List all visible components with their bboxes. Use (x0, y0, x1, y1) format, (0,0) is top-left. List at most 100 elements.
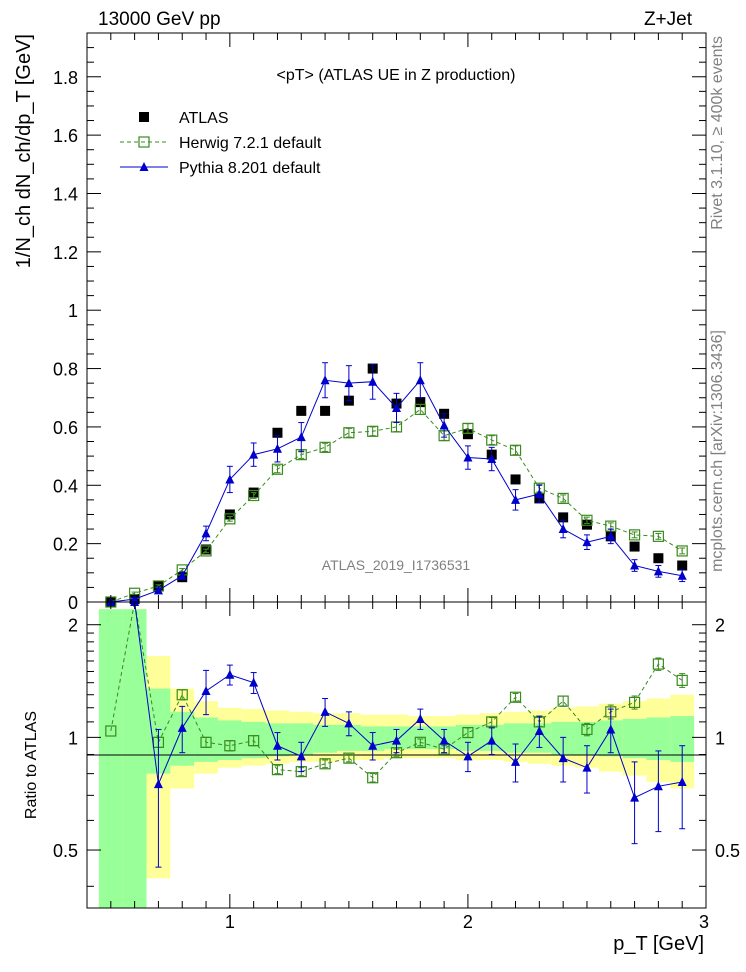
series-line (110, 408, 683, 603)
ratio-data-point (415, 713, 425, 723)
ratio-data-point (677, 776, 687, 786)
data-point (153, 585, 163, 595)
ratio-data-point (392, 735, 401, 745)
data-point (606, 531, 616, 541)
ratio-data-point (319, 758, 331, 770)
y-tick-label: 0 (68, 593, 78, 613)
ratio-data-point (606, 724, 616, 734)
data-point (653, 566, 663, 576)
main-watermark: ATLAS_2019_I1736531 (322, 557, 471, 573)
data-point (319, 441, 331, 453)
rivet-label: Rivet 3.1.10, ≥ 400k events (709, 36, 726, 230)
ratio-data-point (653, 781, 663, 791)
ratio-data-point (367, 772, 379, 784)
ratio-data-point (271, 764, 284, 776)
ratio-data-point (343, 752, 355, 764)
legend-item: ATLAS (139, 110, 229, 127)
data-point (415, 397, 426, 408)
legend-marker (138, 136, 150, 148)
ratio-band-inner (122, 609, 147, 908)
ratio-data-point (582, 762, 592, 772)
data-point (652, 530, 664, 542)
data-point (343, 427, 355, 439)
ratio-data-point (511, 756, 521, 766)
data-point (414, 403, 426, 416)
ratio-data-point (509, 691, 522, 703)
y-tick-label: 1.4 (53, 184, 78, 204)
data-point (224, 509, 235, 520)
data-point (462, 422, 474, 434)
data-point (248, 489, 260, 502)
ratio-data-point (628, 696, 641, 709)
ratio-data-point (676, 674, 688, 686)
ratio-data-point (486, 716, 498, 728)
ratio-data-point (200, 736, 212, 748)
data-point (439, 420, 449, 430)
ratio-plot-area (105, 597, 688, 868)
header-right: Z+Jet (644, 9, 693, 30)
ratio-data-point (558, 753, 568, 763)
ratio-y-tick-label-right: 1 (715, 728, 725, 748)
data-point (581, 519, 592, 530)
data-point (677, 570, 687, 580)
ratio-band-inner (646, 717, 671, 761)
ratio-data-point (225, 669, 235, 679)
legend-item: Pythia 8.201 default (120, 160, 321, 177)
ratio-data-point (344, 718, 354, 728)
ratio-data-point (463, 751, 473, 761)
data-point (534, 489, 544, 499)
main-plot-area (105, 362, 688, 608)
data-point (486, 434, 498, 446)
y-tick-label: 1.8 (53, 68, 78, 88)
ratio-band-inner (289, 723, 314, 755)
x-axis-label: p_T [GeV] (613, 933, 704, 955)
data-point (463, 452, 473, 462)
ratio-data-point (105, 725, 117, 737)
ratio-band-inner (670, 716, 695, 762)
ratio-data-point (224, 740, 236, 752)
data-point (558, 512, 569, 523)
data-point (582, 537, 592, 547)
data-point (557, 492, 569, 505)
ratio-data-point (249, 677, 259, 687)
main-axis: 0 0.2 0.4 0.6 0.8 1 1.2 1.4 1.6 1.8 (53, 33, 706, 613)
data-point (177, 570, 187, 580)
ratio-data-point (439, 735, 449, 745)
mcplots-label: mcplots.cern.ch [arXiv:1306.3436] (709, 330, 726, 572)
ratio-band-inner (575, 721, 599, 755)
ratio-data-point (414, 736, 426, 748)
ratio-data-point (176, 689, 188, 701)
data-point (224, 513, 236, 525)
ratio-y-axis-label: Ratio to ATLAS (23, 711, 40, 819)
ratio-y-tick-label-right: 2 (715, 616, 725, 636)
data-point (415, 375, 425, 385)
ratio-data-point (368, 740, 378, 750)
ratio-data-point (320, 706, 330, 716)
y-tick-label: 0.6 (53, 418, 78, 438)
header-left: 13000 GeV pp (98, 9, 221, 30)
data-point (367, 425, 379, 437)
y-tick-label: 0.8 (53, 360, 78, 380)
data-point (225, 474, 235, 484)
data-point (368, 376, 378, 386)
data-point (677, 560, 688, 571)
data-point (320, 405, 331, 416)
y-tick-label: 1.2 (53, 243, 78, 263)
ratio-y-tick-label: 0.5 (53, 841, 78, 861)
data-point (510, 474, 521, 485)
ratio-data-point (581, 723, 593, 736)
data-point (272, 443, 282, 453)
data-point (629, 541, 640, 552)
data-point (320, 375, 330, 385)
ratio-band-inner (313, 724, 337, 753)
ratio-band-inner (622, 718, 647, 759)
data-point (581, 514, 593, 526)
ratio-data-point (534, 725, 544, 735)
y-tick-label: 1 (68, 301, 78, 321)
legend-label: ATLAS (179, 110, 229, 127)
ratio-data-point (248, 735, 260, 747)
data-point (200, 545, 212, 557)
y-tick-label: 1.6 (53, 126, 78, 146)
ratio-band-inner (98, 609, 123, 908)
